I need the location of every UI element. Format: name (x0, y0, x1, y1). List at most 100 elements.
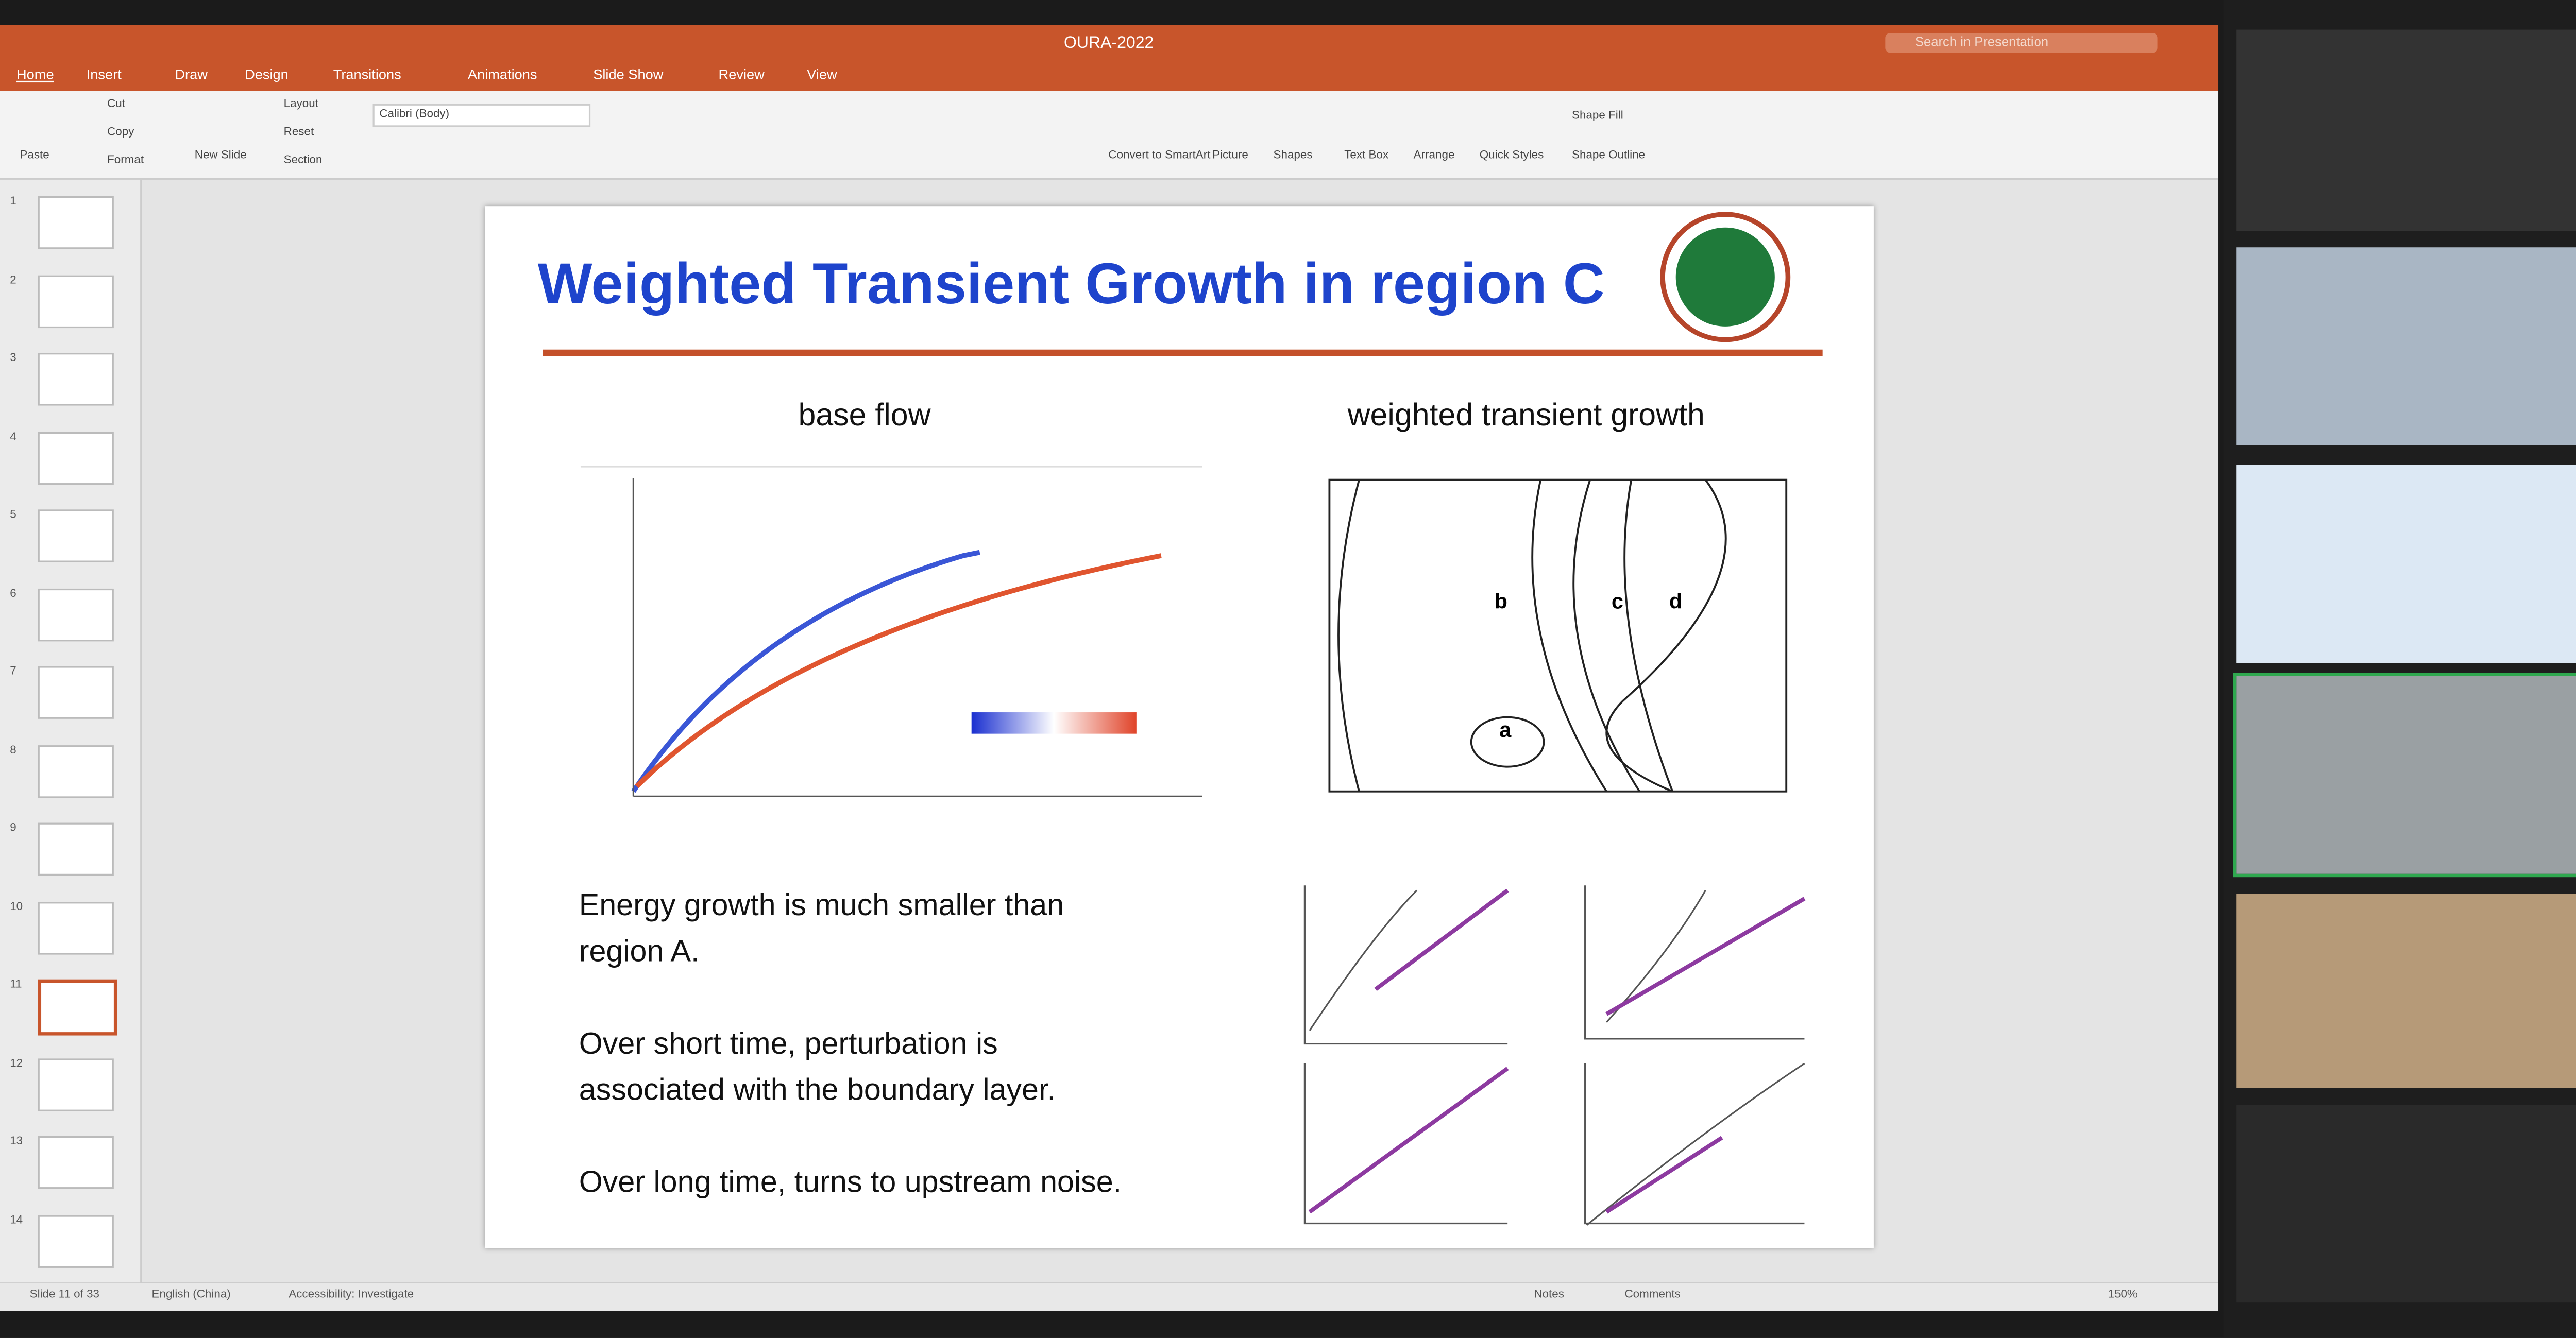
button[interactable]: Copy (107, 127, 134, 139)
video-tile (2236, 247, 2576, 445)
text-line: region A. (579, 933, 700, 968)
status-text: Slide 11 of 33 (29, 1289, 100, 1301)
window-title: OURA-2022 (1063, 35, 1154, 53)
thumbnail[interactable] (38, 196, 114, 249)
button[interactable]: Cut (107, 99, 126, 111)
status-text: English (China) (151, 1289, 231, 1301)
thumbnail-number: 13 (10, 1136, 23, 1148)
button[interactable]: Layout (283, 99, 318, 111)
thumbnail[interactable] (38, 666, 114, 719)
contour-label: a (1499, 717, 1512, 742)
tab[interactable]: Review (718, 66, 765, 83)
thumbnail[interactable] (38, 822, 114, 876)
contour-label: c (1612, 589, 1623, 613)
figure-caption: weighted transient growth (1347, 399, 1705, 434)
video-tile (2236, 1105, 2576, 1303)
video-tile (2236, 29, 2576, 231)
tab[interactable]: View (807, 66, 837, 83)
contour-labels: a b c d (1495, 589, 1683, 742)
thumbnail-number: 6 (10, 588, 16, 599)
video-panel (2223, 0, 2576, 1337)
paragraph: Over short time, perturbation is associat… (579, 1021, 1122, 1113)
base-flow-plot (631, 478, 1202, 797)
thumbnail[interactable] (38, 1057, 114, 1111)
thumbnail-number: 14 (10, 1214, 23, 1226)
thumbnail[interactable] (38, 588, 114, 641)
thumbnail[interactable] (38, 431, 114, 484)
logo-inner (1675, 227, 1775, 327)
thumbnail-number: 10 (10, 901, 23, 913)
thumbnail[interactable] (38, 1214, 114, 1267)
button[interactable]: New Slide (194, 150, 247, 162)
slide-title: Weighted Transient Growth in region C (537, 252, 1605, 317)
thumbnail[interactable] (38, 275, 114, 328)
thumbnail[interactable] (38, 353, 114, 406)
button[interactable]: Shapes (1273, 150, 1313, 162)
contour-label: d (1669, 589, 1682, 613)
tab[interactable]: Animations (467, 66, 537, 83)
search-placeholder: Search in Presentation (1914, 35, 2049, 50)
thumbnail[interactable] (38, 744, 114, 797)
title-rule (543, 349, 1823, 356)
thumbnail-number: 7 (10, 666, 16, 678)
status-text: 150% (2108, 1289, 2138, 1301)
thumbnail-number: 9 (10, 822, 16, 834)
paragraph: Energy growth is much smaller than region… (579, 882, 1122, 974)
button[interactable]: Reset (283, 127, 314, 139)
thumbnail-number: 8 (10, 744, 16, 756)
thumbnail-number: 1 (10, 196, 16, 208)
thumbnail-number: 12 (10, 1057, 23, 1070)
video-tile (2236, 894, 2576, 1088)
small-plots (1303, 885, 1806, 1226)
button[interactable]: Arrange (1413, 150, 1455, 162)
font-box[interactable]: Calibri (Body) (372, 104, 591, 127)
tab[interactable]: Draw (175, 66, 208, 83)
button[interactable]: Text Box (1344, 150, 1389, 162)
video-tile (2233, 673, 2576, 878)
video-tile (2236, 465, 2576, 663)
thumbnail[interactable] (38, 509, 114, 562)
status-bar: Slide 11 of 33 English (China) Accessibi… (0, 1282, 2219, 1311)
thumbnail-number: 3 (10, 353, 16, 365)
status-text[interactable]: Accessibility: Investigate (289, 1289, 414, 1301)
button[interactable]: Picture (1212, 150, 1248, 162)
tab[interactable]: Transitions (333, 66, 401, 83)
thumbnail[interactable] (38, 979, 117, 1036)
button[interactable]: Shape Fill (1572, 110, 1623, 122)
status-text[interactable]: Comments (1624, 1289, 1681, 1301)
figure-caption: base flow (798, 399, 931, 434)
tab[interactable]: Home (16, 66, 54, 83)
button[interactable]: Shape Outline (1572, 150, 1646, 162)
text-body: Energy growth is much smaller than region… (579, 882, 1122, 1251)
paragraph: Over long time, turns to upstream noise. (579, 1159, 1122, 1206)
tab[interactable]: Insert (86, 66, 122, 83)
button[interactable]: Section (283, 155, 323, 167)
text-line: Energy growth is much smaller than (579, 887, 1064, 922)
button[interactable]: Format (107, 155, 144, 167)
font-name: Calibri (Body) (379, 109, 450, 121)
tab[interactable]: Slide Show (593, 66, 664, 83)
thumbnail-number: 11 (10, 979, 22, 991)
thumbnail-panel: 1 2 3 4 5 6 7 8 9 10 11 12 13 14 (0, 179, 142, 1283)
thumbnail-number: 4 (10, 431, 16, 443)
button[interactable]: Paste (20, 150, 49, 162)
status-text[interactable]: Notes (1534, 1289, 1564, 1301)
slide: Weighted Transient Growth in region C ba… (485, 206, 1874, 1248)
tab[interactable]: Design (245, 66, 289, 83)
figures: a b c d (580, 212, 1806, 1226)
contour-plot (1328, 478, 1788, 793)
thumbnail[interactable] (38, 1136, 114, 1189)
contour-label: b (1495, 589, 1507, 613)
ribbon: Paste Cut Copy Format New Slide Layout R… (0, 91, 2219, 180)
thumbnail-number: 5 (10, 509, 16, 521)
thumbnail-number: 2 (10, 275, 16, 286)
button[interactable]: Quick Styles (1479, 150, 1544, 162)
thumbnail[interactable] (38, 901, 114, 954)
button[interactable]: Convert to SmartArt (1108, 150, 1211, 162)
search-box[interactable]: Search in Presentation (1885, 33, 2158, 53)
title-bar: OURA-2022 Search in Presentation Home Ins… (0, 25, 2219, 91)
text-line: Over short time, perturbation is (579, 1025, 998, 1060)
text-line: Over long time, turns to upstream noise. (579, 1164, 1122, 1199)
